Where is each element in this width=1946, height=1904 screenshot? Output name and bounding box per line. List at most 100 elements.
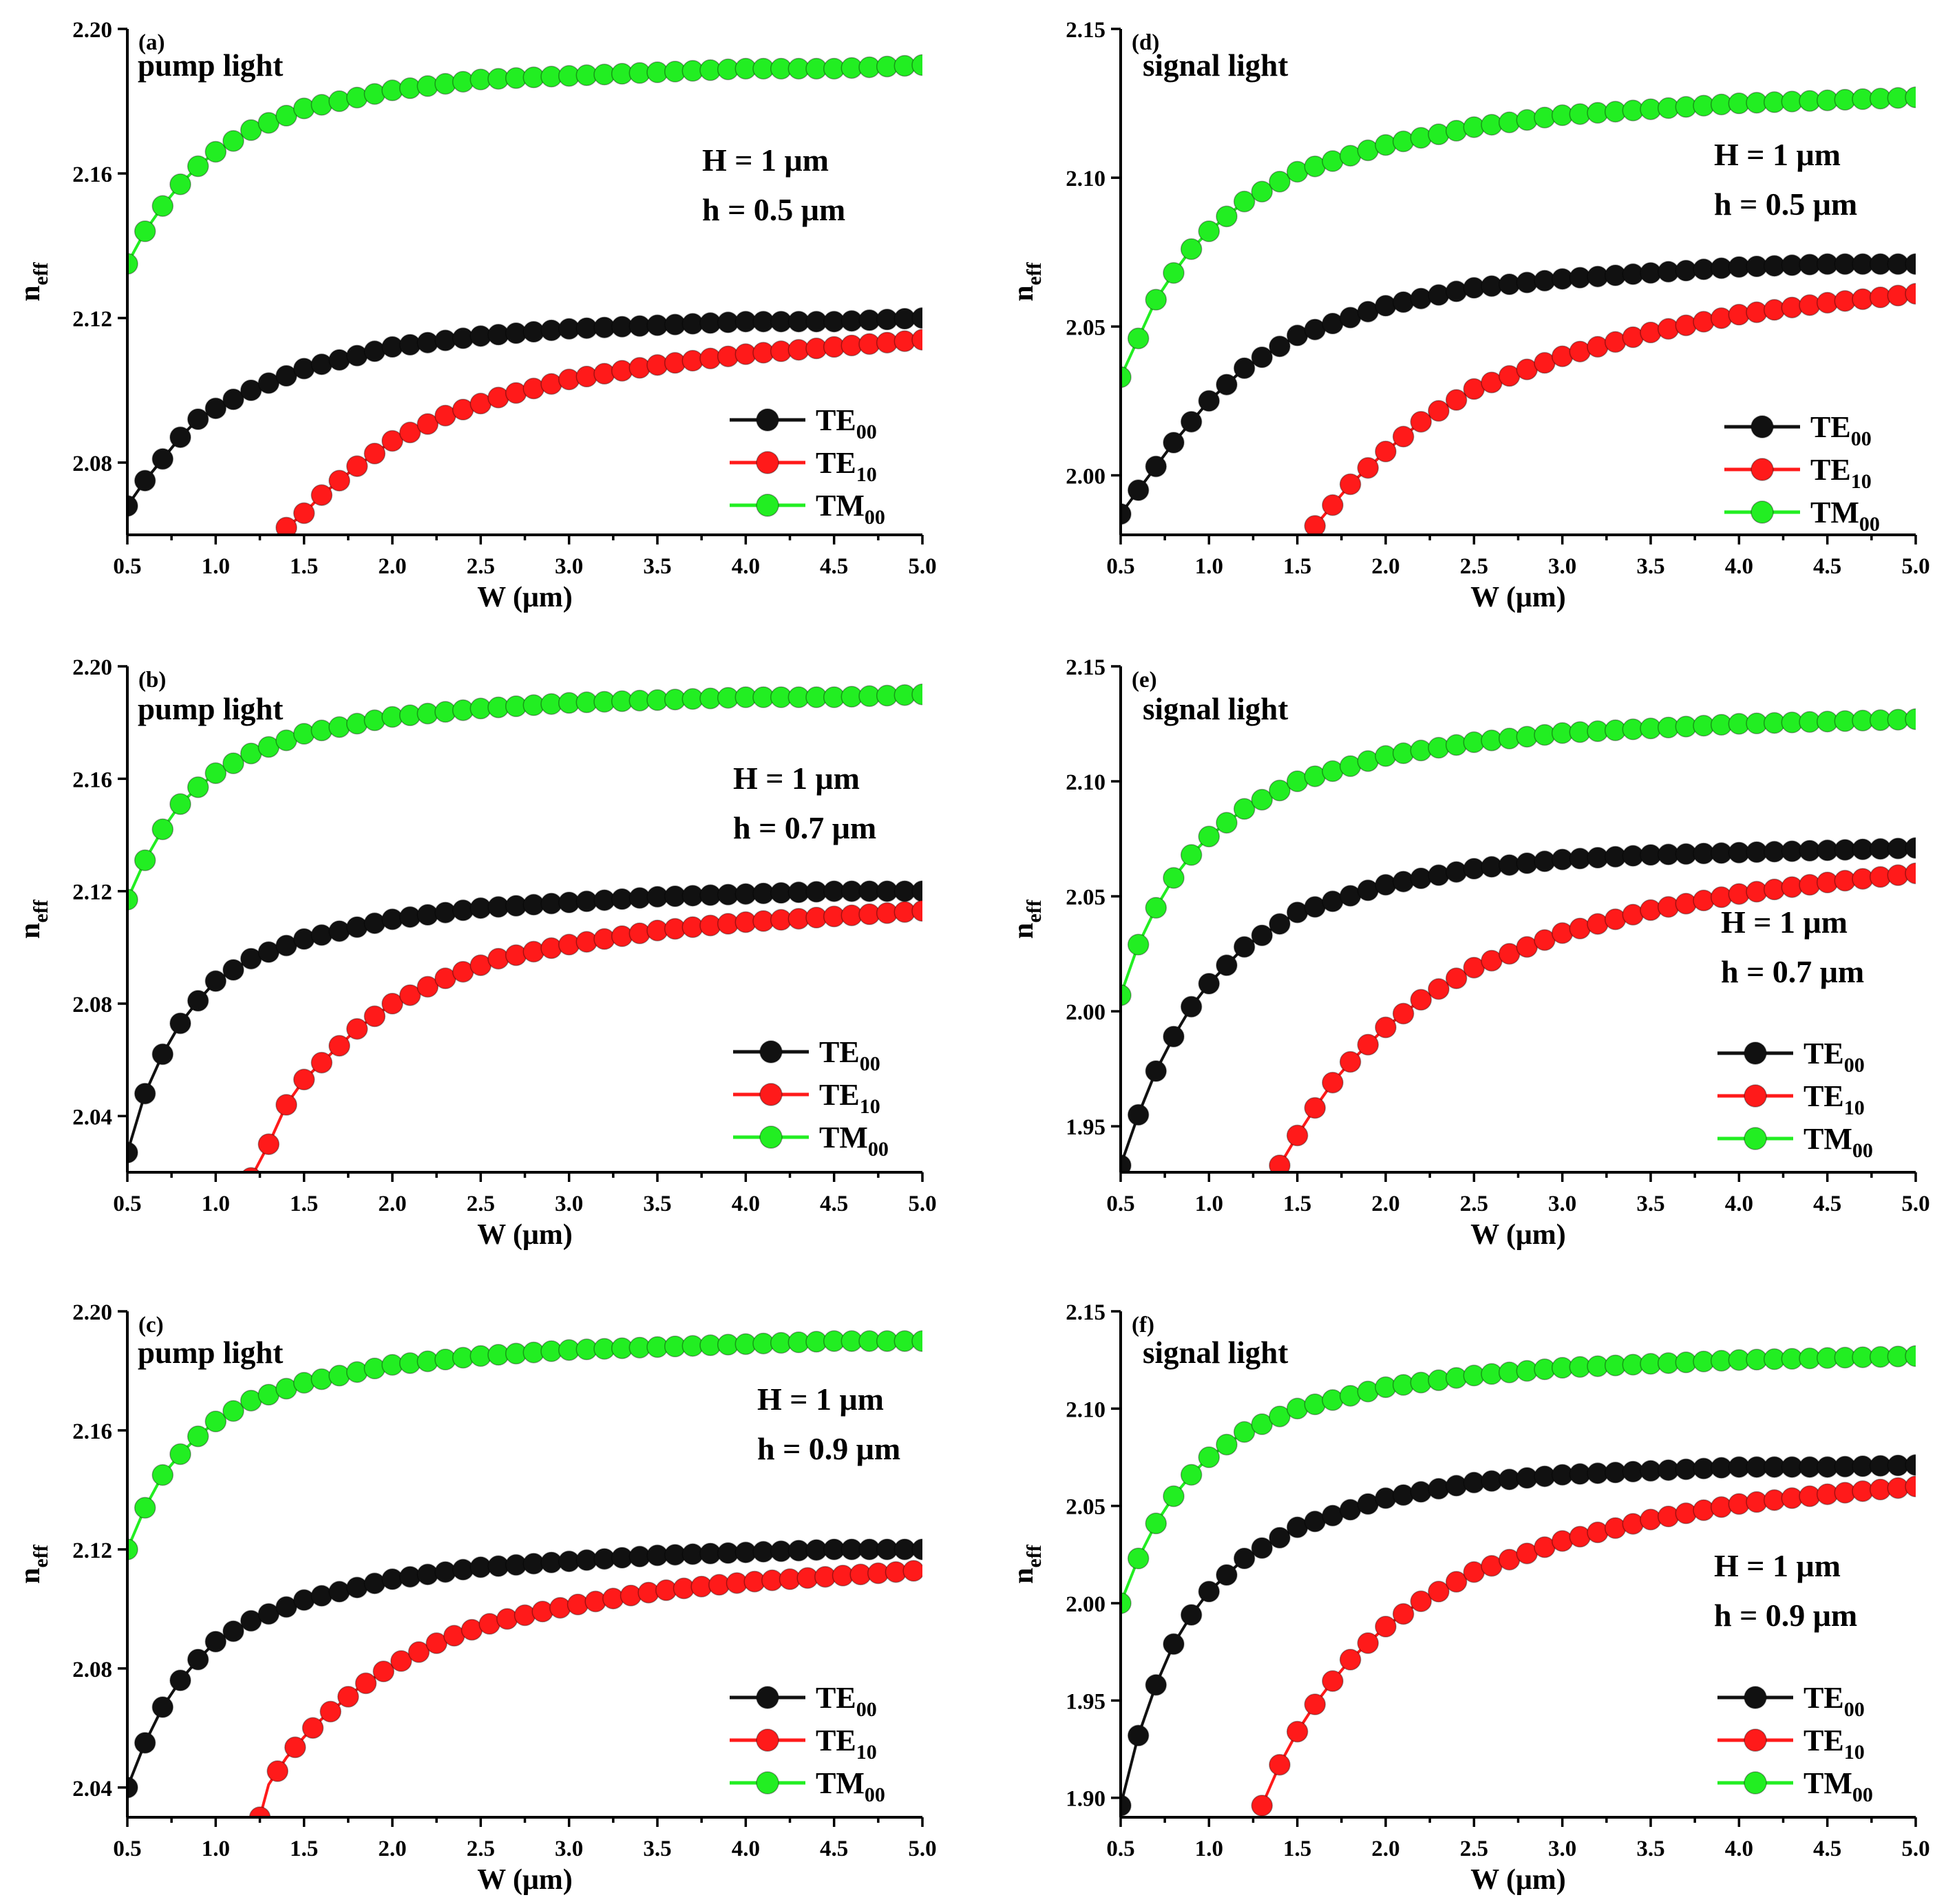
data-point	[1163, 262, 1185, 284]
legend-item-TE10: TE10	[730, 1724, 877, 1764]
data-point	[187, 1425, 209, 1448]
series-TE10	[1269, 862, 1916, 1172]
series-TE10	[248, 1560, 922, 1817]
panel-title: pump light	[138, 1335, 283, 1370]
data-point	[363, 1357, 386, 1379]
legend-marker	[759, 1083, 783, 1106]
legend-marker	[756, 1686, 779, 1709]
data-point	[1905, 862, 1916, 885]
data-point	[204, 140, 227, 163]
data-point	[310, 924, 333, 946]
data-point	[1339, 473, 1362, 496]
y-axis-title: neff	[14, 899, 52, 939]
data-point	[1121, 1154, 1132, 1172]
data-point	[1145, 288, 1167, 311]
x-tick-label: 3.5	[1636, 1192, 1664, 1216]
panel-title: signal light	[1143, 48, 1288, 83]
data-point	[127, 495, 138, 517]
data-point	[1127, 933, 1150, 956]
data-point	[522, 940, 545, 963]
y-axis-title-base: n	[1008, 922, 1039, 938]
x-tick-label: 2.0	[1371, 1192, 1399, 1216]
x-tick-label: 3.0	[1548, 1837, 1576, 1861]
data-point	[1339, 1050, 1362, 1073]
data-point	[134, 849, 156, 871]
x-tick-label: 1.0	[202, 554, 230, 579]
legend-label: TE10	[819, 1078, 880, 1118]
data-point	[127, 1777, 138, 1799]
x-tick-label: 4.0	[732, 1837, 760, 1861]
legend-marker	[756, 451, 779, 474]
data-point	[911, 1538, 922, 1561]
data-point	[127, 1141, 138, 1164]
data-point	[1322, 494, 1344, 516]
y-axis-title: neff	[1008, 899, 1046, 939]
y-tick-label: 1.95	[1066, 1115, 1106, 1140]
data-point	[363, 443, 386, 465]
param-h: h = 0.9 μm	[1714, 1598, 1857, 1633]
legend-item-TE10: TE10	[733, 1078, 880, 1118]
data-point	[363, 83, 386, 105]
data-point	[363, 340, 386, 363]
data-point	[1410, 988, 1432, 1011]
data-point	[1428, 400, 1450, 422]
legend-label-subscript: 10	[1844, 1741, 1865, 1764]
series-line-TE00	[127, 889, 922, 1153]
data-point	[1375, 134, 1397, 156]
legend-label-base: TM	[1804, 1122, 1852, 1156]
y-axis-title: neff	[1008, 262, 1046, 302]
data-point	[363, 1572, 386, 1594]
legend-label-subscript: 00	[1844, 1054, 1865, 1077]
data-point	[204, 397, 227, 419]
legend-item-TM00: TM00	[730, 489, 885, 529]
legend-marker	[1751, 500, 1774, 524]
data-point	[1163, 867, 1185, 889]
data-point	[346, 1576, 368, 1598]
data-point	[187, 990, 209, 1012]
legend-item-TE10: TE10	[1717, 1724, 1865, 1764]
y-tick-label: 2.12	[72, 307, 112, 332]
data-point	[134, 220, 156, 242]
data-point	[487, 947, 509, 970]
series-TM00	[127, 1330, 922, 1561]
data-point	[1375, 1016, 1397, 1039]
y-tick-label: 2.12	[72, 1538, 112, 1563]
data-point	[1269, 1527, 1291, 1549]
x-axis-title: W (μm)	[1470, 1219, 1566, 1251]
data-point	[1905, 1345, 1916, 1367]
data-point	[293, 723, 315, 745]
x-tick-label: 4.0	[732, 554, 760, 579]
x-tick-label: 4.5	[1813, 554, 1841, 579]
legend-label-subscript: 10	[1844, 1097, 1865, 1119]
legend-item-TM00: TM00	[1717, 1122, 1873, 1162]
data-point	[1622, 1512, 1644, 1535]
x-tick-label: 1.5	[290, 554, 318, 579]
data-point	[328, 349, 350, 371]
legend-label-base: TM	[816, 1766, 865, 1800]
data-point	[1233, 191, 1256, 213]
data-point	[1375, 1616, 1397, 1638]
legend-label-subscript: 10	[1851, 470, 1872, 493]
panel-letter: (c)	[138, 1313, 164, 1337]
data-point	[257, 1133, 280, 1155]
data-point	[1710, 307, 1733, 329]
data-point	[1640, 1508, 1662, 1531]
series-TE00	[127, 880, 922, 1164]
legend-label-base: TE	[819, 1035, 860, 1069]
data-point	[1233, 935, 1256, 958]
data-point	[1121, 1592, 1132, 1614]
legend-label-base: TE	[1810, 453, 1851, 487]
data-point	[346, 712, 368, 735]
legend-label-subscript: 00	[865, 506, 885, 529]
data-point	[222, 959, 244, 981]
data-point	[151, 448, 174, 470]
data-point	[169, 1012, 191, 1035]
series-TE00	[1121, 837, 1916, 1172]
data-point	[567, 1594, 589, 1616]
data-point	[1216, 373, 1238, 396]
data-point	[1375, 295, 1397, 317]
x-axis-title: W (μm)	[1470, 1864, 1566, 1896]
legend-item-TE10: TE10	[730, 446, 877, 486]
data-point	[1198, 1446, 1220, 1468]
data-point	[266, 1760, 288, 1782]
